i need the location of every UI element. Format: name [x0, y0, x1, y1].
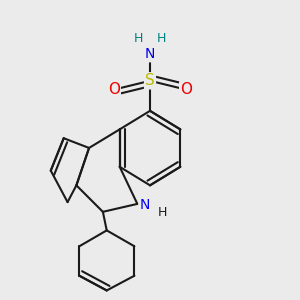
Text: O: O	[108, 82, 120, 97]
Text: N: N	[140, 198, 150, 212]
Text: H: H	[134, 32, 143, 45]
Text: H: H	[157, 32, 167, 45]
Text: O: O	[180, 82, 192, 97]
Text: N: N	[145, 47, 155, 61]
Text: S: S	[145, 73, 155, 88]
Text: H: H	[158, 206, 167, 219]
